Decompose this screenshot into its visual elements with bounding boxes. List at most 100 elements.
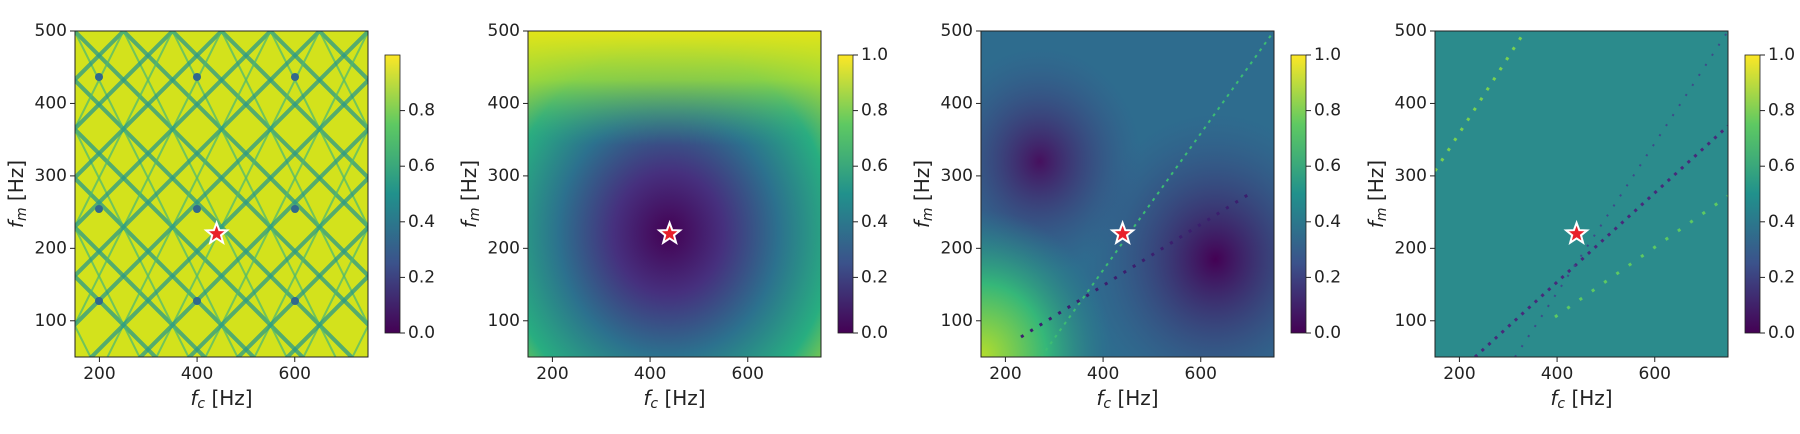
colorbar-tick-label: 0.0 xyxy=(1314,323,1341,343)
x-tick-label: 400 xyxy=(1541,364,1573,384)
x-tick-label: 400 xyxy=(181,364,213,384)
heatmap-pattern xyxy=(204,31,368,357)
y-tick-label: 200 xyxy=(488,238,520,258)
y-tick-label: 400 xyxy=(1395,93,1427,113)
heatmap-pattern xyxy=(75,31,368,328)
colorbar-tick-label: 0.6 xyxy=(1314,156,1341,176)
colorbar-tick-label: 0.8 xyxy=(1768,101,1795,121)
colorbar xyxy=(837,54,854,334)
reference-marker xyxy=(1109,219,1136,246)
x-tick-label: 600 xyxy=(1639,364,1671,384)
y-tick-label: 300 xyxy=(1395,166,1427,186)
colorbar-tick-label: 0.2 xyxy=(1314,267,1341,287)
heatmap-pattern xyxy=(137,126,368,357)
y-tick-label: 100 xyxy=(35,311,67,331)
heatmap-pattern xyxy=(220,31,368,327)
reference-marker xyxy=(1563,219,1590,246)
heatmap-pattern xyxy=(291,73,299,81)
label-subscript: c xyxy=(650,396,658,412)
heatmap-pattern xyxy=(75,31,223,327)
label-unit: [Hz] xyxy=(1117,386,1158,410)
y-tick-label: 300 xyxy=(488,166,520,186)
y-tick-label: 200 xyxy=(35,238,67,258)
label-subscript: c xyxy=(1103,396,1111,412)
y-tick-label: 400 xyxy=(35,93,67,113)
label-unit: [Hz] xyxy=(457,160,481,201)
plot-frame xyxy=(74,30,369,358)
heatmap-pattern xyxy=(186,175,368,357)
heatmap-pattern xyxy=(95,205,103,213)
reference-marker xyxy=(656,219,683,246)
label-symbol: f xyxy=(457,218,481,228)
colorbar-tick-label: 0.6 xyxy=(1768,156,1795,176)
label-symbol: f xyxy=(643,386,653,410)
heatmap-pattern xyxy=(1473,124,1728,357)
heatmap xyxy=(0,0,368,431)
colorbar-tick-label: 1.0 xyxy=(1768,45,1795,65)
x-tick-label: 200 xyxy=(989,364,1021,384)
heatmap-pattern xyxy=(1514,31,1728,357)
heatmap-pattern xyxy=(75,127,190,357)
colorbar xyxy=(1744,54,1761,334)
plot-frame xyxy=(1434,30,1729,358)
heatmap xyxy=(1435,31,1728,357)
x-tick-label: 200 xyxy=(83,364,115,384)
y-tick-label: 300 xyxy=(35,166,67,186)
heatmap-pattern xyxy=(95,297,103,305)
heatmap-pattern xyxy=(193,205,201,213)
heatmap-pattern xyxy=(75,126,306,357)
plot-frame xyxy=(527,30,822,358)
label-subscript: m xyxy=(467,207,483,221)
colorbar-tick-label: 0.4 xyxy=(1314,212,1341,232)
y-tick-label: 100 xyxy=(1395,311,1427,331)
colorbar-tick-label: 0.4 xyxy=(408,212,435,232)
colorbar-tick-label: 0.8 xyxy=(1314,101,1341,121)
y-tick-label: 400 xyxy=(941,93,973,113)
label-subscript: m xyxy=(14,207,30,221)
heatmap-pattern xyxy=(284,273,368,357)
heatmap-pattern xyxy=(75,31,239,357)
label-symbol: f xyxy=(1364,218,1388,228)
heatmap-pattern xyxy=(235,224,368,357)
y-tick-label: 100 xyxy=(941,311,973,331)
label-symbol: f xyxy=(4,218,28,228)
heatmap-pattern xyxy=(0,0,79,431)
heatmap-pattern xyxy=(75,31,368,328)
label-unit: [Hz] xyxy=(4,160,28,201)
heatmap-pattern xyxy=(193,297,201,305)
y-axis-label: fm [Hz] xyxy=(4,160,31,228)
heatmap-field xyxy=(1435,31,1728,357)
x-tick-label: 400 xyxy=(634,364,666,384)
panel: 200 400 600 100 200 300 400 500 0.0 0.2 0.4 0.6 0.8 1… xyxy=(941,21,1342,384)
colorbar-tick-label: 0.6 xyxy=(408,156,435,176)
heatmap-pattern xyxy=(302,225,368,357)
heatmap-pattern xyxy=(75,175,257,357)
heatmap-pattern xyxy=(291,205,299,213)
heatmap-pattern xyxy=(75,225,141,357)
colorbar-tick-label: 1.0 xyxy=(861,45,888,65)
y-tick-label: 500 xyxy=(488,21,520,41)
y-tick-label: 200 xyxy=(1395,238,1427,258)
reference-marker xyxy=(203,219,230,246)
plot-frame xyxy=(980,30,1275,358)
heatmap-pattern xyxy=(253,127,368,357)
colorbar xyxy=(384,54,401,334)
heatmap xyxy=(528,31,821,357)
y-tick-label: 200 xyxy=(941,238,973,258)
colorbar-tick-label: 0.0 xyxy=(861,323,888,343)
y-tick-label: 500 xyxy=(35,21,67,41)
label-unit: [Hz] xyxy=(664,386,705,410)
x-tick-label: 600 xyxy=(732,364,764,384)
y-tick-label: 100 xyxy=(488,311,520,331)
colorbar-tick-label: 0.2 xyxy=(861,267,888,287)
heatmap-field xyxy=(981,31,1274,357)
x-tick-label: 200 xyxy=(1443,364,1475,384)
label-symbol: f xyxy=(910,218,934,228)
colorbar-tick-label: 0.8 xyxy=(408,101,435,121)
x-tick-label: 600 xyxy=(279,364,311,384)
colorbar-tick-label: 1.0 xyxy=(1314,45,1341,65)
x-tick-label: 400 xyxy=(1087,364,1119,384)
heatmap-pattern xyxy=(122,31,288,357)
heatmap-field xyxy=(75,31,368,357)
